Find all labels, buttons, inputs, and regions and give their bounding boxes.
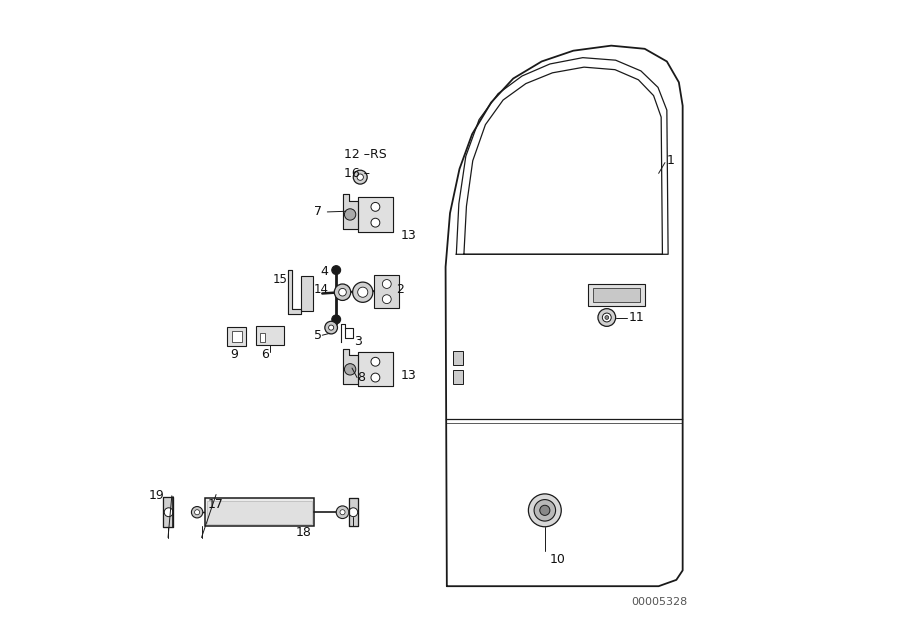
Circle shape bbox=[325, 321, 338, 334]
Text: 6: 6 bbox=[261, 348, 269, 361]
Text: 14: 14 bbox=[314, 283, 329, 295]
Text: 19: 19 bbox=[148, 490, 164, 502]
Polygon shape bbox=[349, 498, 357, 526]
Polygon shape bbox=[343, 349, 358, 384]
Circle shape bbox=[354, 170, 367, 184]
Bar bbox=[454, 351, 464, 365]
Circle shape bbox=[192, 507, 202, 518]
Polygon shape bbox=[163, 497, 173, 528]
Polygon shape bbox=[358, 197, 393, 232]
Text: 13: 13 bbox=[400, 229, 417, 242]
Circle shape bbox=[534, 500, 555, 521]
Circle shape bbox=[357, 287, 368, 297]
Circle shape bbox=[371, 203, 380, 211]
Circle shape bbox=[353, 282, 373, 302]
Text: 2: 2 bbox=[396, 283, 404, 295]
Circle shape bbox=[332, 315, 340, 324]
Text: 8: 8 bbox=[357, 371, 365, 384]
Polygon shape bbox=[287, 270, 302, 314]
Circle shape bbox=[382, 295, 392, 304]
Bar bbox=[204, 498, 314, 526]
Circle shape bbox=[605, 316, 608, 319]
Bar bbox=[454, 370, 464, 384]
Circle shape bbox=[164, 508, 173, 517]
Text: 10: 10 bbox=[550, 552, 566, 566]
Text: 16 –: 16 – bbox=[344, 167, 370, 180]
Circle shape bbox=[528, 494, 562, 527]
Text: 13: 13 bbox=[400, 369, 417, 382]
Circle shape bbox=[334, 284, 351, 300]
Bar bbox=[232, 331, 242, 342]
Polygon shape bbox=[343, 194, 358, 229]
Circle shape bbox=[345, 209, 356, 220]
Circle shape bbox=[328, 325, 334, 330]
Circle shape bbox=[337, 506, 349, 519]
Text: 9: 9 bbox=[230, 348, 238, 361]
Bar bbox=[593, 288, 640, 302]
Text: 17: 17 bbox=[208, 498, 224, 511]
Circle shape bbox=[371, 218, 380, 227]
Text: 18: 18 bbox=[295, 526, 311, 539]
Circle shape bbox=[332, 265, 340, 274]
Bar bbox=[260, 333, 265, 342]
Text: 11: 11 bbox=[629, 311, 644, 324]
Text: 00005328: 00005328 bbox=[631, 597, 687, 607]
Text: 3: 3 bbox=[354, 335, 362, 348]
Circle shape bbox=[194, 510, 200, 515]
Circle shape bbox=[540, 505, 550, 516]
Circle shape bbox=[340, 510, 345, 515]
Bar bbox=[374, 275, 400, 308]
Text: 7: 7 bbox=[314, 205, 322, 218]
Bar bbox=[256, 326, 284, 345]
Text: 5: 5 bbox=[314, 329, 322, 342]
Circle shape bbox=[382, 279, 392, 288]
Text: 15: 15 bbox=[273, 273, 287, 286]
Circle shape bbox=[371, 358, 380, 366]
Polygon shape bbox=[358, 352, 393, 387]
Circle shape bbox=[602, 313, 611, 322]
Text: 1: 1 bbox=[667, 154, 675, 167]
Bar bbox=[228, 327, 247, 346]
Circle shape bbox=[371, 373, 380, 382]
Bar bbox=[207, 501, 311, 524]
Bar bbox=[588, 284, 644, 306]
Circle shape bbox=[357, 174, 364, 180]
Text: 4: 4 bbox=[320, 265, 328, 278]
Text: 12 –RS: 12 –RS bbox=[344, 148, 386, 161]
Circle shape bbox=[338, 288, 346, 296]
Circle shape bbox=[598, 309, 616, 326]
Circle shape bbox=[345, 364, 356, 375]
Circle shape bbox=[349, 508, 357, 517]
Bar bbox=[302, 276, 313, 311]
